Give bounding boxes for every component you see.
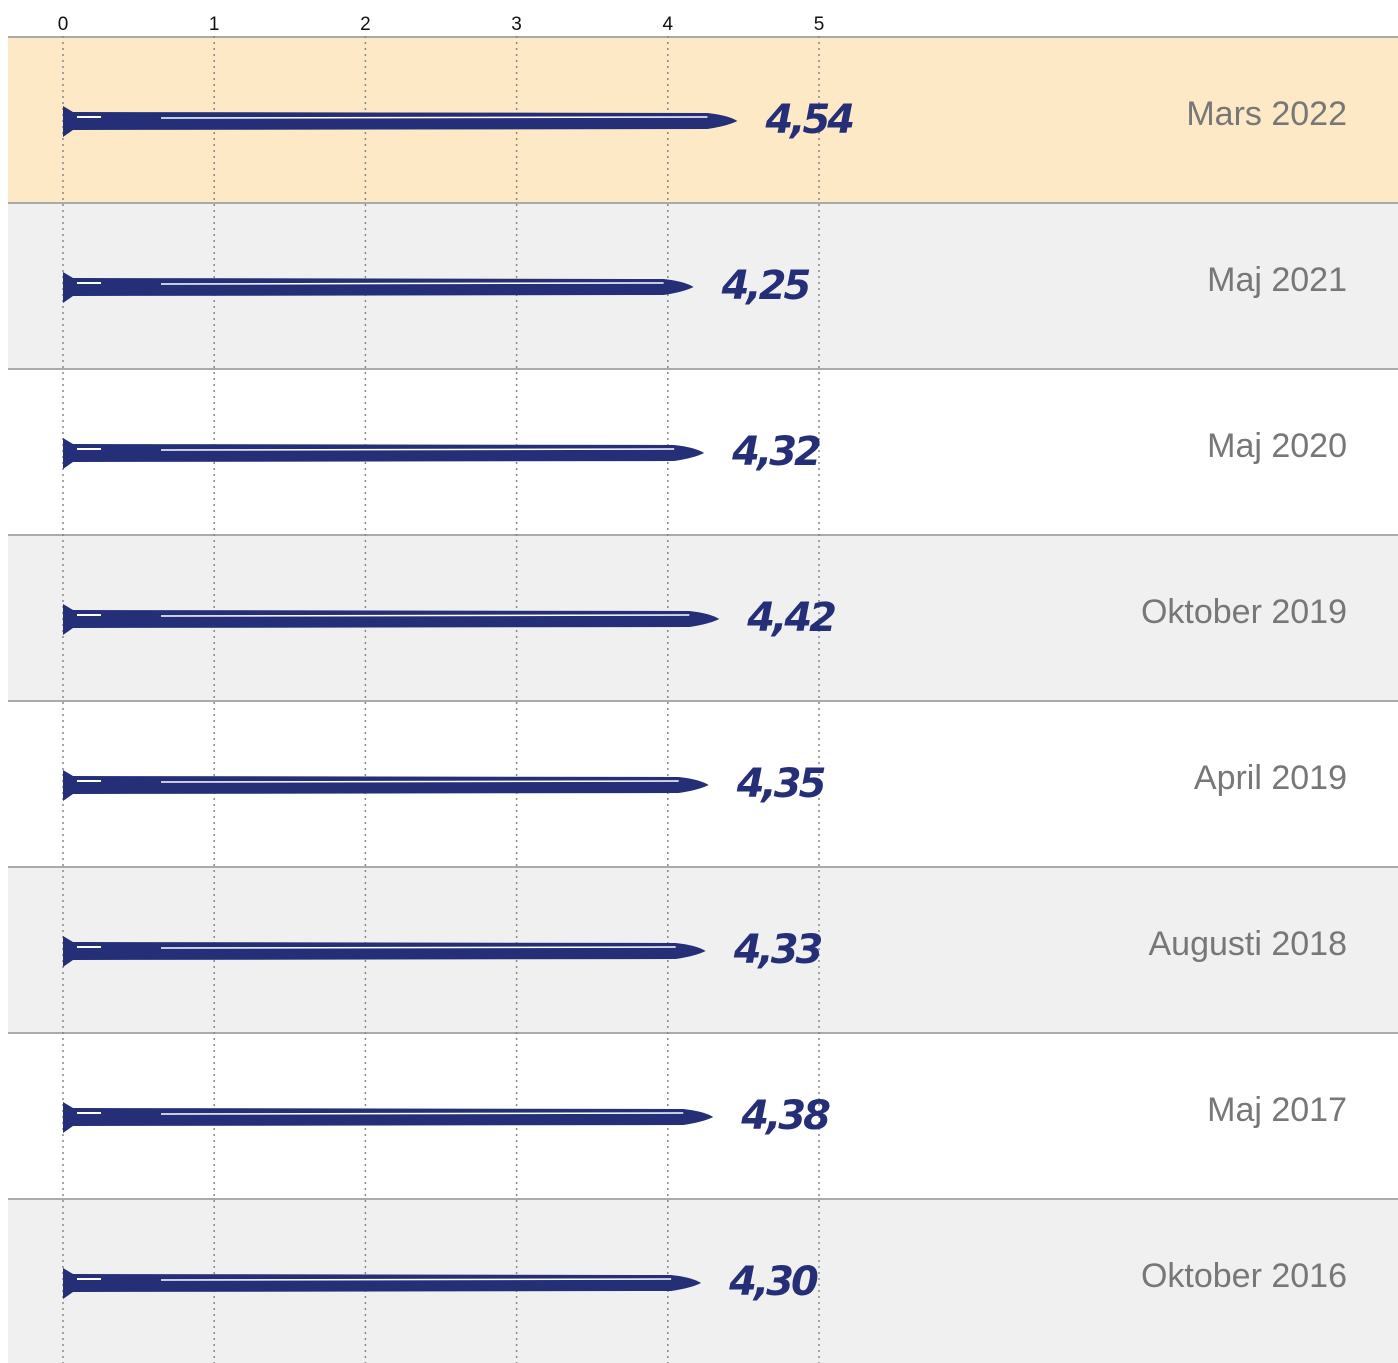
value-label: 4,54 (764, 97, 853, 143)
value-label: 4,42 (746, 595, 835, 641)
category-label: Maj 2020 (1207, 427, 1347, 465)
x-tick-label: 4 (663, 14, 674, 35)
category-label: Augusti 2018 (1149, 925, 1348, 963)
bar-highlight (161, 283, 664, 284)
category-label: Maj 2021 (1207, 261, 1347, 299)
category-label: Oktober 2016 (1141, 1257, 1347, 1295)
bar-highlight (161, 615, 689, 616)
x-tick-label: 3 (511, 14, 522, 35)
bar-highlight (161, 449, 674, 450)
bar-highlight (161, 117, 707, 118)
value-label: 4,30 (728, 1259, 818, 1305)
bar-highlight (161, 1113, 683, 1114)
value-label: 4,33 (733, 927, 822, 973)
bar-highlight (161, 1279, 671, 1280)
x-tick-label: 0 (58, 14, 69, 35)
category-label: Mars 2022 (1186, 95, 1347, 133)
bar-highlight (161, 947, 676, 948)
value-label: 4,38 (740, 1093, 830, 1139)
value-label: 4,32 (731, 429, 820, 475)
category-label: April 2019 (1194, 759, 1347, 797)
x-tick-label: 1 (209, 14, 220, 35)
category-label: Oktober 2019 (1141, 593, 1347, 631)
bar-highlight (161, 781, 679, 782)
x-tick-label: 5 (814, 14, 825, 35)
chart: 0 1 2 3 4 5 4,54 Mars 2022 4,25 Maj 2021 4,32 Maj 2… (0, 0, 1398, 1363)
category-label: Maj 2017 (1207, 1091, 1347, 1129)
x-tick-label: 2 (360, 14, 371, 35)
value-label: 4,25 (721, 263, 810, 309)
value-label: 4,35 (736, 761, 825, 807)
